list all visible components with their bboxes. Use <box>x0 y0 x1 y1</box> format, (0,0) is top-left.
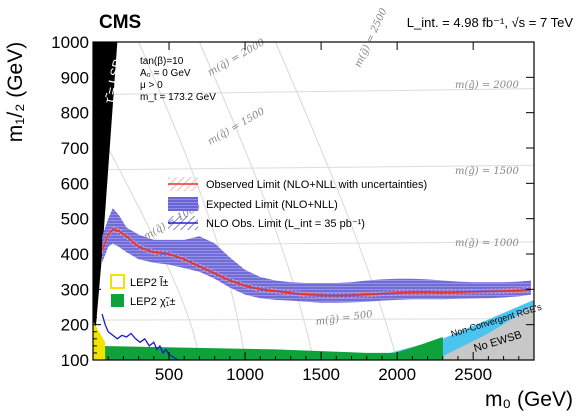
observed-limit-line <box>101 228 532 297</box>
squark-contour <box>198 42 314 360</box>
x-tick-label: 2500 <box>454 365 492 384</box>
param-mu: μ > 0 <box>140 80 163 91</box>
observed-limit-upper <box>101 226 532 295</box>
axis-ticks: 500 1000 1500 2000 2500 100 200 300 400 500 600 700… <box>51 33 534 384</box>
nlo-limit-line <box>101 313 180 360</box>
legend-observed-label: Observed Limit (NLO+NLL with uncertainti… <box>206 179 427 191</box>
parameter-box: tan(β)=10 A₀ = 0 GeV μ > 0 m_t = 173.2 G… <box>140 56 216 103</box>
lep-chargino-swatch <box>111 294 124 307</box>
limit-curves <box>101 208 532 360</box>
y-tick-label: 500 <box>61 210 89 229</box>
param-a0: A₀ = 0 GeV <box>140 68 191 79</box>
contour-label: m(g̃) = 2500 <box>353 6 390 69</box>
y-tick-label: 600 <box>61 174 89 193</box>
plot-frame <box>92 41 535 361</box>
legend-nlo-label: NLO Obs. Limit (L_int = 35 pb⁻¹) <box>206 218 365 230</box>
x-tick-label: 500 <box>155 365 183 384</box>
lep-chargino-region <box>93 337 443 360</box>
luminosity-label: L_int. = 4.98 fb⁻¹, √s = 7 TeV <box>407 15 574 30</box>
contour-label: m(g̃) = 1000 <box>455 238 520 249</box>
excluded-regions <box>93 42 534 360</box>
squark-contour <box>107 147 200 360</box>
x-tick-label: 1000 <box>226 365 264 384</box>
legend-expected-label: Expected Limit (NLO+NLL) <box>206 199 338 211</box>
y-tick-label: 700 <box>61 139 89 158</box>
gluino-contour <box>93 88 534 96</box>
squark-contour <box>138 42 246 360</box>
y-tick-label: 200 <box>61 316 89 335</box>
lep-slepton-swatch <box>110 274 125 289</box>
legend: Observed Limit (NLO+NLL with uncertainti… <box>168 177 427 230</box>
y-axis-label: m₁/₂ (GeV) <box>4 42 27 142</box>
y-tick-label: 900 <box>61 68 89 87</box>
lep-slepton-region <box>93 321 106 360</box>
contour-label: m(g̃) = 2000 <box>455 80 520 91</box>
lep-slepton-label: LEP2 l̃± <box>130 276 168 289</box>
y-tick-label: 100 <box>61 351 89 370</box>
lep-legend: LEP2 l̃± LEP2 χ̃₁± <box>110 274 176 308</box>
param-tanbeta: tan(β)=10 <box>140 56 184 67</box>
observed-limit-lower <box>101 230 532 299</box>
param-mtop: m_t = 173.2 GeV <box>140 92 216 103</box>
contour-label: m(q̃) = 1500 <box>206 106 267 148</box>
contour-label: m(g̃) = 1500 <box>455 166 520 177</box>
y-tick-label: 300 <box>61 280 89 299</box>
contour-label: m(q̃) = 2000 <box>206 37 267 79</box>
x-tick-label: 1500 <box>302 365 340 384</box>
no-ewsb-region <box>435 305 534 360</box>
squark-contour <box>275 42 398 360</box>
stau-lsp-region <box>93 42 118 360</box>
contour-label: m(g̃) = 500 <box>315 309 374 328</box>
x-tick-label: 2000 <box>378 365 416 384</box>
x-axis-label: m₀ (GeV) <box>485 388 573 411</box>
legend-expected-swatch <box>168 197 198 211</box>
experiment-label: CMS <box>99 12 141 33</box>
y-tick-label: 800 <box>61 104 89 123</box>
y-tick-label: 1000 <box>51 33 89 52</box>
gluino-contour <box>93 318 534 321</box>
lep-chargino-label: LEP2 χ̃₁± <box>130 296 176 308</box>
gluino-contour <box>93 164 534 171</box>
y-tick-label: 400 <box>61 245 89 264</box>
